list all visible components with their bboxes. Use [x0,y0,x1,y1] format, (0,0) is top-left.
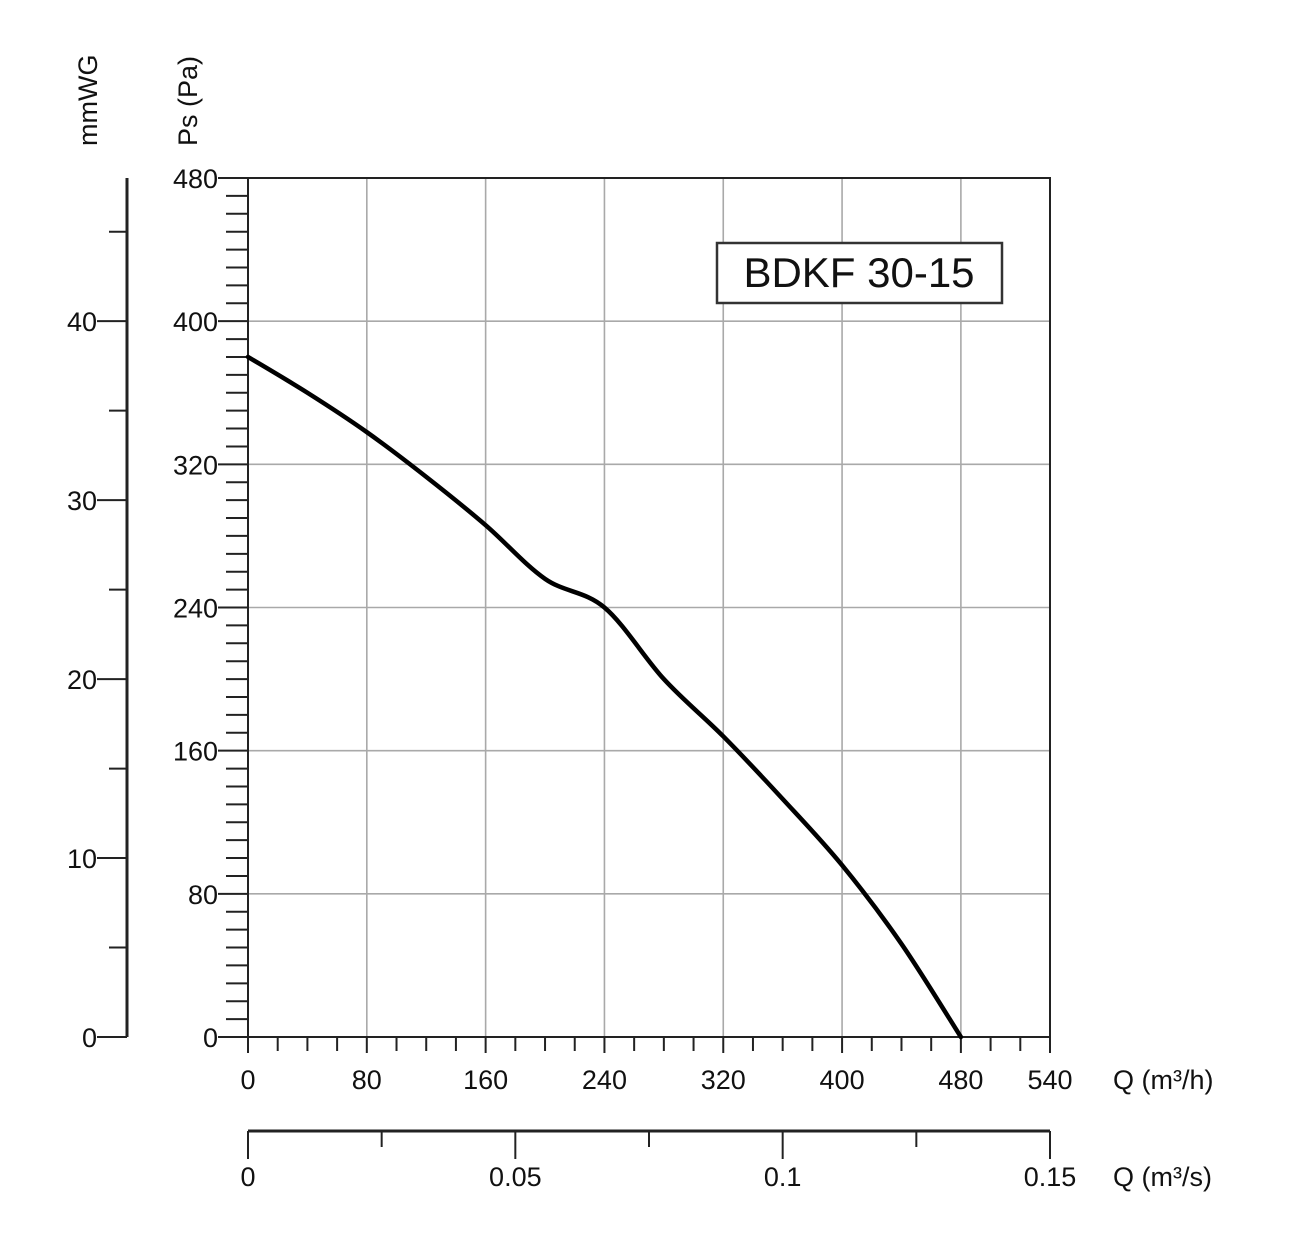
x2-axis-title: Q (m³/s) [1113,1162,1212,1192]
y-tick-label: 80 [188,880,218,910]
y2-tick-label: 0 [82,1023,97,1053]
y-tick-label: 480 [173,164,218,194]
y-tick-label: 400 [173,307,218,337]
y2-tick-label: 20 [67,665,97,695]
x-tick-label: 480 [938,1065,983,1095]
y-tick-label: 320 [173,450,218,480]
y2-tick-label: 40 [67,307,97,337]
x2-tick-label: 0 [240,1162,255,1192]
x-tick-label: 400 [820,1065,865,1095]
y2-tick-label: 30 [67,486,97,516]
model-label-box [715,241,1004,305]
model-label: BDKF 30-15 [743,249,974,296]
y-axis-title: Ps (Pa) [173,56,203,146]
y-tick-label: 160 [173,737,218,767]
x-axis-title: Q (m³/h) [1113,1065,1214,1095]
x-tick-label: 0 [240,1065,255,1095]
x-tick-label: 160 [463,1065,508,1095]
y-tick-label: 240 [173,594,218,624]
x-tick-label: 320 [701,1065,746,1095]
x2-tick-label: 0.1 [764,1162,802,1192]
y-tick-label: 0 [203,1023,218,1053]
y2-tick-label: 10 [67,844,97,874]
x2-tick-label: 0.15 [1024,1162,1077,1192]
x-tick-label: 80 [352,1065,382,1095]
fan-curve-line [245,354,964,1040]
x-tick-label: 540 [1027,1065,1072,1095]
x2-tick-label: 0.05 [489,1162,542,1192]
x-tick-label: 240 [582,1065,627,1095]
y2-axis-title: mmWG [73,55,103,146]
